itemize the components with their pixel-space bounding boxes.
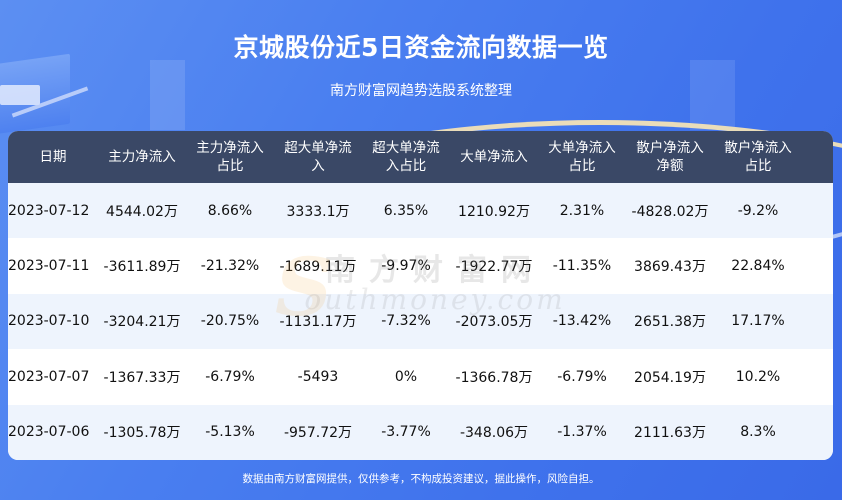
column-header-main-net-inflow-ratio: 主力净流入 占比 [196, 140, 264, 174]
cell-super-large-net-inflow: -1689.11万 [279, 259, 357, 276]
table-row: 2023-07-06 -1305.78万 -5.13% -957.72万 -3.… [8, 404, 833, 460]
cell-retail-net-inflow-amount: 2651.38万 [634, 314, 706, 331]
cell-date: 2023-07-10 [8, 313, 90, 330]
column-header-super-large-net-inflow-ratio: 超大单净流 入占比 [372, 140, 440, 174]
cell-main-net-inflow-ratio: 8.66% [207, 202, 253, 219]
cell-super-large-net-inflow: -1131.17万 [279, 314, 357, 331]
column-header-large-net-inflow: 大单净流入 [460, 149, 528, 165]
fund-flow-table: 日期 主力净流入 主力净流入 占比 超大单净流 入 超大单净流 入占比 大单净流… [8, 131, 833, 460]
column-header-retail-net-inflow-ratio: 散户净流入 占比 [724, 140, 792, 174]
cell-super-large-net-inflow-ratio: -9.97% [381, 258, 431, 275]
cell-large-net-inflow: -2073.05万 [455, 314, 533, 331]
cell-retail-net-inflow-ratio: 22.84% [731, 258, 785, 275]
cell-date: 2023-07-06 [8, 424, 90, 441]
cell-retail-net-inflow-ratio: 8.3% [740, 424, 776, 441]
cell-main-net-inflow-ratio: -5.13% [205, 424, 255, 441]
column-header-date: 日期 [39, 149, 67, 165]
cell-main-net-inflow: -1367.33万 [103, 369, 181, 386]
cell-retail-net-inflow-ratio: 10.2% [735, 368, 781, 385]
cell-main-net-inflow-ratio: -6.79% [205, 368, 255, 385]
cell-super-large-net-inflow-ratio: 6.35% [383, 202, 429, 219]
cell-date: 2023-07-11 [8, 258, 90, 275]
cell-large-net-inflow-ratio: -11.35% [552, 258, 612, 275]
table-row: 2023-07-11 -3611.89万 -21.32% -1689.11万 -… [8, 238, 833, 294]
cell-retail-net-inflow-amount: -4828.02万 [631, 203, 709, 220]
column-header-main-net-inflow: 主力净流入 [108, 149, 176, 165]
cell-large-net-inflow: -1922.77万 [455, 259, 533, 276]
cell-retail-net-inflow-amount: 3869.43万 [634, 259, 706, 276]
cell-large-net-inflow-ratio: 2.31% [559, 202, 605, 219]
cell-retail-net-inflow-amount: 2111.63万 [634, 425, 706, 442]
cell-main-net-inflow-ratio: -20.75% [200, 313, 260, 330]
cell-retail-net-inflow-amount: 2054.19万 [634, 369, 706, 386]
table-row: 2023-07-12 4544.02万 8.66% 3333.1万 6.35% … [8, 183, 833, 239]
cell-large-net-inflow-ratio: -13.42% [552, 313, 612, 330]
table-row: 2023-07-07 -1367.33万 -6.79% -5493 0% -13… [8, 349, 833, 405]
cell-main-net-inflow: -1305.78万 [103, 425, 181, 442]
page-title: 京城股份近5日资金流向数据一览 [233, 33, 609, 62]
cell-large-net-inflow-ratio: -6.79% [557, 368, 607, 385]
table-body: 2023-07-12 4544.02万 8.66% 3333.1万 6.35% … [8, 183, 833, 460]
cell-large-net-inflow: -348.06万 [459, 425, 529, 442]
column-header-retail-net-inflow-amount: 散户净流入 净额 [636, 140, 704, 174]
table-header: 日期 主力净流入 主力净流入 占比 超大单净流 入 超大单净流 入占比 大单净流… [8, 131, 833, 183]
cell-retail-net-inflow-ratio: 17.17% [731, 313, 785, 330]
cell-super-large-net-inflow: 3333.1万 [286, 203, 350, 220]
cell-main-net-inflow-ratio: -21.32% [200, 258, 260, 275]
cell-main-net-inflow: -3204.21万 [103, 314, 181, 331]
cell-large-net-inflow: -1366.78万 [455, 369, 533, 386]
cell-super-large-net-inflow: -5493 [297, 368, 339, 385]
cell-main-net-inflow: 4544.02万 [106, 203, 178, 220]
disclaimer-footer: 数据由南方财富网提供，仅供参考，不构成投资建议，据此操作，风险自担。 [242, 473, 600, 485]
cell-super-large-net-inflow-ratio: -7.32% [381, 313, 431, 330]
cell-super-large-net-inflow-ratio: -3.77% [381, 424, 431, 441]
page-subtitle: 南方财富网趋势选股系统整理 [330, 83, 512, 99]
column-header-large-net-inflow-ratio: 大单净流入 占比 [548, 140, 616, 174]
cell-super-large-net-inflow: -957.72万 [283, 425, 353, 442]
cell-date: 2023-07-12 [8, 202, 90, 219]
table-row: 2023-07-10 -3204.21万 -20.75% -1131.17万 -… [8, 293, 833, 350]
header: 京城股份近5日资金流向数据一览 南方财富网趋势选股系统整理 [0, 0, 842, 125]
cell-super-large-net-inflow-ratio: 0% [394, 368, 418, 385]
cell-large-net-inflow: 1210.92万 [458, 203, 530, 220]
cell-date: 2023-07-07 [8, 368, 90, 385]
cell-main-net-inflow: -3611.89万 [103, 259, 181, 276]
cell-retail-net-inflow-ratio: -9.2% [737, 202, 779, 219]
column-header-super-large-net-inflow: 超大单净流 入 [284, 140, 352, 174]
cell-large-net-inflow-ratio: -1.37% [557, 424, 607, 441]
